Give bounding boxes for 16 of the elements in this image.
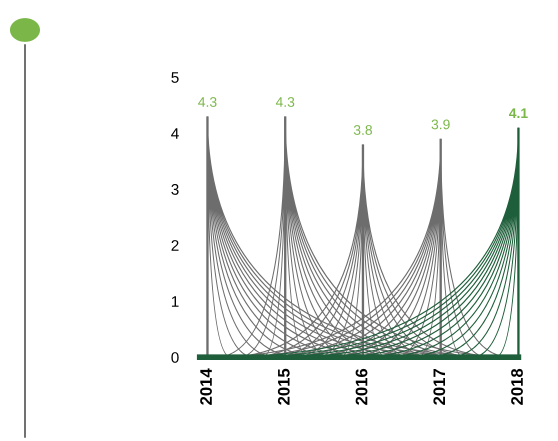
y-tick-label: 1 — [172, 296, 179, 307]
y-tick-label: 2 — [172, 240, 179, 251]
x-tick-label: 2016 — [356, 368, 368, 405]
y-tick-label: 5 — [171, 72, 179, 83]
data-label: 4.3 — [276, 97, 294, 107]
x-tick-label: 2017 — [433, 369, 446, 405]
x-tick-label: 2015 — [278, 368, 290, 405]
x-tick-label: 2018 — [511, 368, 523, 405]
y-tick-label: 3 — [171, 184, 179, 195]
data-label: 3.9 — [432, 119, 450, 130]
y-tick-label: 0 — [171, 352, 179, 363]
data-label: 3.8 — [354, 125, 372, 135]
data-label: 4.1 — [508, 108, 528, 118]
data-label: 4.3 — [198, 97, 217, 107]
x-tick-label: 2014 — [200, 368, 212, 405]
y-tick-label: 4 — [171, 128, 179, 139]
